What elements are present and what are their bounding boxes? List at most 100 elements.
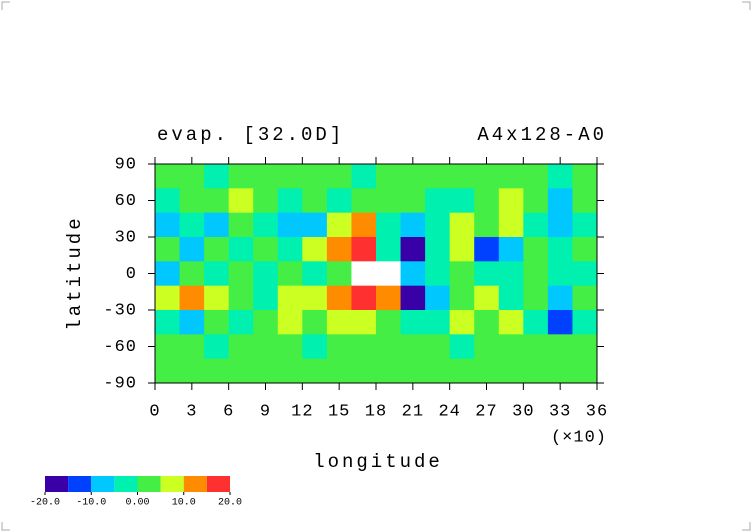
contour-cell bbox=[326, 285, 352, 311]
contour-cell bbox=[474, 261, 500, 287]
contour-cell bbox=[351, 285, 377, 311]
contour-cell bbox=[228, 164, 254, 189]
contour-cell bbox=[351, 261, 377, 287]
contour-cell bbox=[155, 310, 181, 335]
contour-cell bbox=[253, 285, 279, 311]
contour-cell bbox=[474, 164, 500, 189]
x-tick-label: 12 bbox=[291, 402, 313, 421]
contour-cell bbox=[155, 358, 181, 384]
contour-cell bbox=[277, 334, 303, 360]
contour-cell bbox=[400, 334, 426, 360]
contour-cell bbox=[474, 237, 500, 262]
contour-cell bbox=[449, 237, 475, 262]
contour-cell bbox=[228, 310, 254, 335]
contour-cell bbox=[572, 188, 598, 214]
colorbar-swatch bbox=[206, 476, 230, 492]
y-tick-label: -30 bbox=[103, 301, 137, 320]
contour-cell bbox=[302, 310, 328, 335]
x-tick-label: 15 bbox=[328, 402, 350, 421]
contour-cell bbox=[523, 212, 549, 238]
contour-cell bbox=[572, 334, 598, 360]
contour-cell bbox=[425, 285, 451, 311]
contour-cell bbox=[498, 334, 524, 360]
contour-cell bbox=[302, 188, 328, 214]
contour-cell bbox=[204, 212, 230, 238]
x-tick-label: 33 bbox=[549, 402, 571, 421]
chart-subtitle: A4x128-A0 bbox=[477, 124, 607, 146]
y-tick-label: -60 bbox=[103, 338, 137, 357]
contour-cell bbox=[204, 261, 230, 287]
contour-cell bbox=[351, 237, 377, 262]
contour-cell bbox=[253, 237, 279, 262]
contour-cell bbox=[425, 358, 451, 384]
contour-cell bbox=[547, 237, 573, 262]
contour-cell bbox=[155, 212, 181, 238]
colorbar-swatch bbox=[91, 476, 115, 492]
contour-cell bbox=[302, 285, 328, 311]
contour-cell bbox=[351, 188, 377, 214]
contour-cell bbox=[204, 164, 230, 189]
contour-cell bbox=[228, 358, 254, 384]
contour-cell bbox=[204, 310, 230, 335]
contour-cell bbox=[376, 164, 402, 189]
colorbar-label: 0.00 bbox=[125, 498, 149, 509]
contour-cell bbox=[449, 285, 475, 311]
contour-cell bbox=[253, 188, 279, 214]
x-tick-label: 9 bbox=[260, 402, 271, 421]
contour-cell bbox=[253, 261, 279, 287]
contour-cell bbox=[179, 261, 205, 287]
contour-cell bbox=[155, 188, 181, 214]
contour-cell bbox=[523, 310, 549, 335]
contour-cell bbox=[498, 310, 524, 335]
contour-cell bbox=[474, 188, 500, 214]
contour-cell bbox=[572, 237, 598, 262]
contour-cell bbox=[572, 212, 598, 238]
contour-cell bbox=[449, 261, 475, 287]
contour-cell bbox=[277, 164, 303, 189]
contour-cell bbox=[277, 285, 303, 311]
contour-cell bbox=[498, 261, 524, 287]
contour-cell bbox=[498, 358, 524, 384]
contour-cell bbox=[204, 358, 230, 384]
contour-cell bbox=[400, 285, 426, 311]
colorbar-swatch bbox=[137, 476, 161, 492]
colorbar-swatch bbox=[183, 476, 207, 492]
contour-cell bbox=[179, 188, 205, 214]
contour-cell bbox=[474, 285, 500, 311]
y-tick-label: 0 bbox=[126, 265, 137, 284]
contour-cell bbox=[253, 310, 279, 335]
x-tick-label: 0 bbox=[149, 402, 160, 421]
contour-cell bbox=[253, 334, 279, 360]
colorbar-swatch bbox=[114, 476, 138, 492]
contour-cell bbox=[228, 212, 254, 238]
contour-cell bbox=[400, 237, 426, 262]
y-tick-label: 60 bbox=[115, 192, 137, 211]
contour-cell bbox=[523, 334, 549, 360]
colorbar-swatch bbox=[45, 476, 69, 492]
contour-cell bbox=[547, 212, 573, 238]
contour-cell bbox=[228, 285, 254, 311]
chart-title: evap. [32.0D] bbox=[157, 124, 344, 146]
contour-cell bbox=[326, 261, 352, 287]
contour-cell bbox=[302, 164, 328, 189]
colorbar-label: 20.0 bbox=[218, 498, 242, 509]
contour-cell bbox=[179, 358, 205, 384]
contour-cell bbox=[155, 334, 181, 360]
contour-cell bbox=[523, 164, 549, 189]
x-tick-label: 3 bbox=[186, 402, 197, 421]
contour-cell bbox=[376, 212, 402, 238]
contour-cell bbox=[400, 261, 426, 287]
contour-cell bbox=[326, 164, 352, 189]
contour-cell bbox=[449, 358, 475, 384]
contour-cell bbox=[277, 261, 303, 287]
contour-cell bbox=[204, 285, 230, 311]
x-axis-label: longitude bbox=[313, 451, 443, 473]
contour-cell bbox=[277, 310, 303, 335]
contour-cell bbox=[351, 334, 377, 360]
contour-cell bbox=[376, 310, 402, 335]
contour-cell bbox=[179, 164, 205, 189]
contour-cell bbox=[376, 285, 402, 311]
contour-cell bbox=[425, 164, 451, 189]
contour-cell bbox=[400, 212, 426, 238]
